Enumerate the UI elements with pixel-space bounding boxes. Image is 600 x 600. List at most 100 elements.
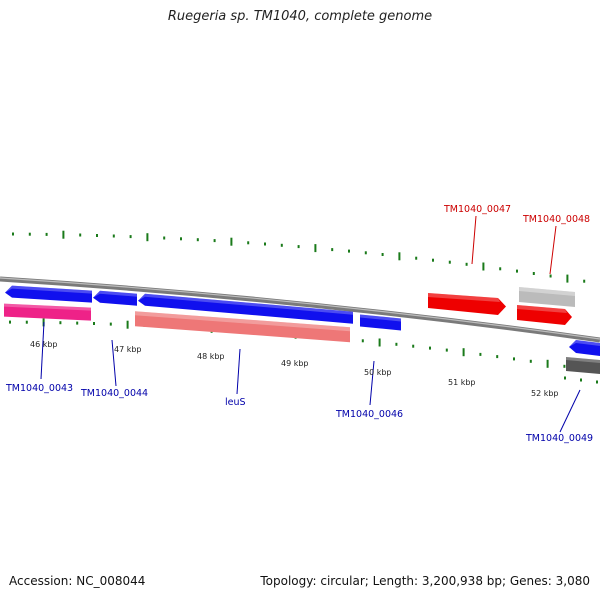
tick-mark [395,342,398,346]
gene-shape[interactable] [569,340,600,356]
tick-mark [429,346,431,350]
tick-mark [445,348,448,352]
tick-mark [96,234,98,237]
tick-mark [580,378,582,382]
tick-mark [596,380,598,384]
tick-mark [549,274,552,278]
tick-mark [280,243,283,247]
tick-mark [213,239,216,243]
gene-label-tm1040-0048[interactable]: TM1040_0048 [522,214,590,225]
tick-mark [566,274,569,283]
tick-mark [331,248,334,252]
gene-shape[interactable] [517,305,572,325]
gene-label-leus[interactable]: leuS [225,397,246,408]
tick-mark [499,267,502,271]
gene-shade [93,290,137,298]
tick-mark [109,322,112,326]
tick-mark [482,262,485,271]
gene-shade [4,303,91,311]
tick-mark [9,320,11,324]
gene-shade [360,314,401,322]
gene-label-tm1040-0043[interactable]: TM1040_0043 [5,383,73,394]
gene-label-tm1040-0047[interactable]: TM1040_0047 [443,204,511,215]
tick-mark [59,321,62,325]
tick-mark [112,234,115,238]
gene-arrow[interactable] [5,285,92,303]
gene-shape[interactable] [93,290,137,306]
tick-mark [529,359,532,363]
gene-shape[interactable] [4,303,91,321]
gene-arrow[interactable] [360,314,401,331]
gene-shape[interactable] [360,314,401,331]
genome-summary-text: Topology: circular; Length: 3,200,938 bp… [260,574,590,588]
tick-mark [25,320,28,324]
tick-mark [432,258,434,262]
gene-arrow[interactable] [138,293,353,324]
tick-mark [314,244,317,253]
tick-mark [62,230,65,239]
gene-shade [569,340,600,347]
gene-shade [138,293,353,315]
tick-mark [381,253,384,256]
tick-mark [45,232,48,236]
gene-shade [566,357,600,363]
tick-mark [516,269,518,273]
tick-mark [163,236,166,240]
tick-mark [180,237,182,241]
tick-mark [348,249,350,253]
gene-shape[interactable] [138,293,353,324]
scale-tick-label: 49 kbp [281,359,309,368]
gene-arrow[interactable] [428,293,506,315]
gene-arrow[interactable] [517,305,572,325]
gene-arrow[interactable] [569,340,600,356]
label-leader [111,339,117,387]
gene-shape[interactable] [5,285,92,303]
gene-label-tm1040-0049[interactable]: TM1040_0049 [525,433,593,444]
tick-mark [297,245,300,249]
tick-mark [546,359,549,368]
tick-mark [563,364,566,368]
gene-arrow[interactable] [519,287,575,307]
accession-text: Accession: NC_008044 [9,574,146,588]
tick-mark [126,320,129,329]
tick-mark [361,339,364,343]
tick-mark [448,260,451,264]
scale-tick-label: 50 kbp [364,368,392,377]
gene-label-tm1040-0044[interactable]: TM1040_0044 [80,388,148,399]
gene-shade [519,287,575,296]
label-leader [559,389,581,433]
gene-arrow[interactable] [93,290,137,306]
tick-mark [412,344,415,348]
tick-mark [12,232,14,236]
tick-mark [196,238,199,242]
gene-arrow[interactable] [4,303,91,321]
label-leader [549,225,557,275]
tick-mark [129,235,132,239]
tick-mark [415,256,418,260]
gene-arrow[interactable] [135,311,350,343]
tick-mark [79,233,82,237]
gene-shape[interactable] [428,293,506,315]
tick-mark [398,252,401,261]
gene-shape[interactable] [519,287,575,307]
tick-mark [532,272,535,275]
gene-shade [517,305,567,313]
tick-mark [564,376,566,380]
scale-tick-label: 51 kbp [448,378,476,387]
tick-mark [462,348,465,357]
scale-tick-label: 46 kbp [30,340,58,349]
tick-mark [28,232,31,236]
tick-mark [76,321,79,325]
gene-arrow[interactable] [566,357,600,374]
tick-mark [465,262,468,266]
gene-shape[interactable] [566,357,600,374]
tick-mark [583,279,586,283]
tick-mark [146,233,149,242]
tick-mark [230,237,233,246]
genome-backbone [0,276,600,343]
map-title: Ruegeria sp. TM1040, complete genome [167,9,433,24]
gene-shape[interactable] [135,311,350,343]
tick-mark [479,352,482,356]
gene-label-tm1040-0046[interactable]: TM1040_0046 [335,409,403,420]
